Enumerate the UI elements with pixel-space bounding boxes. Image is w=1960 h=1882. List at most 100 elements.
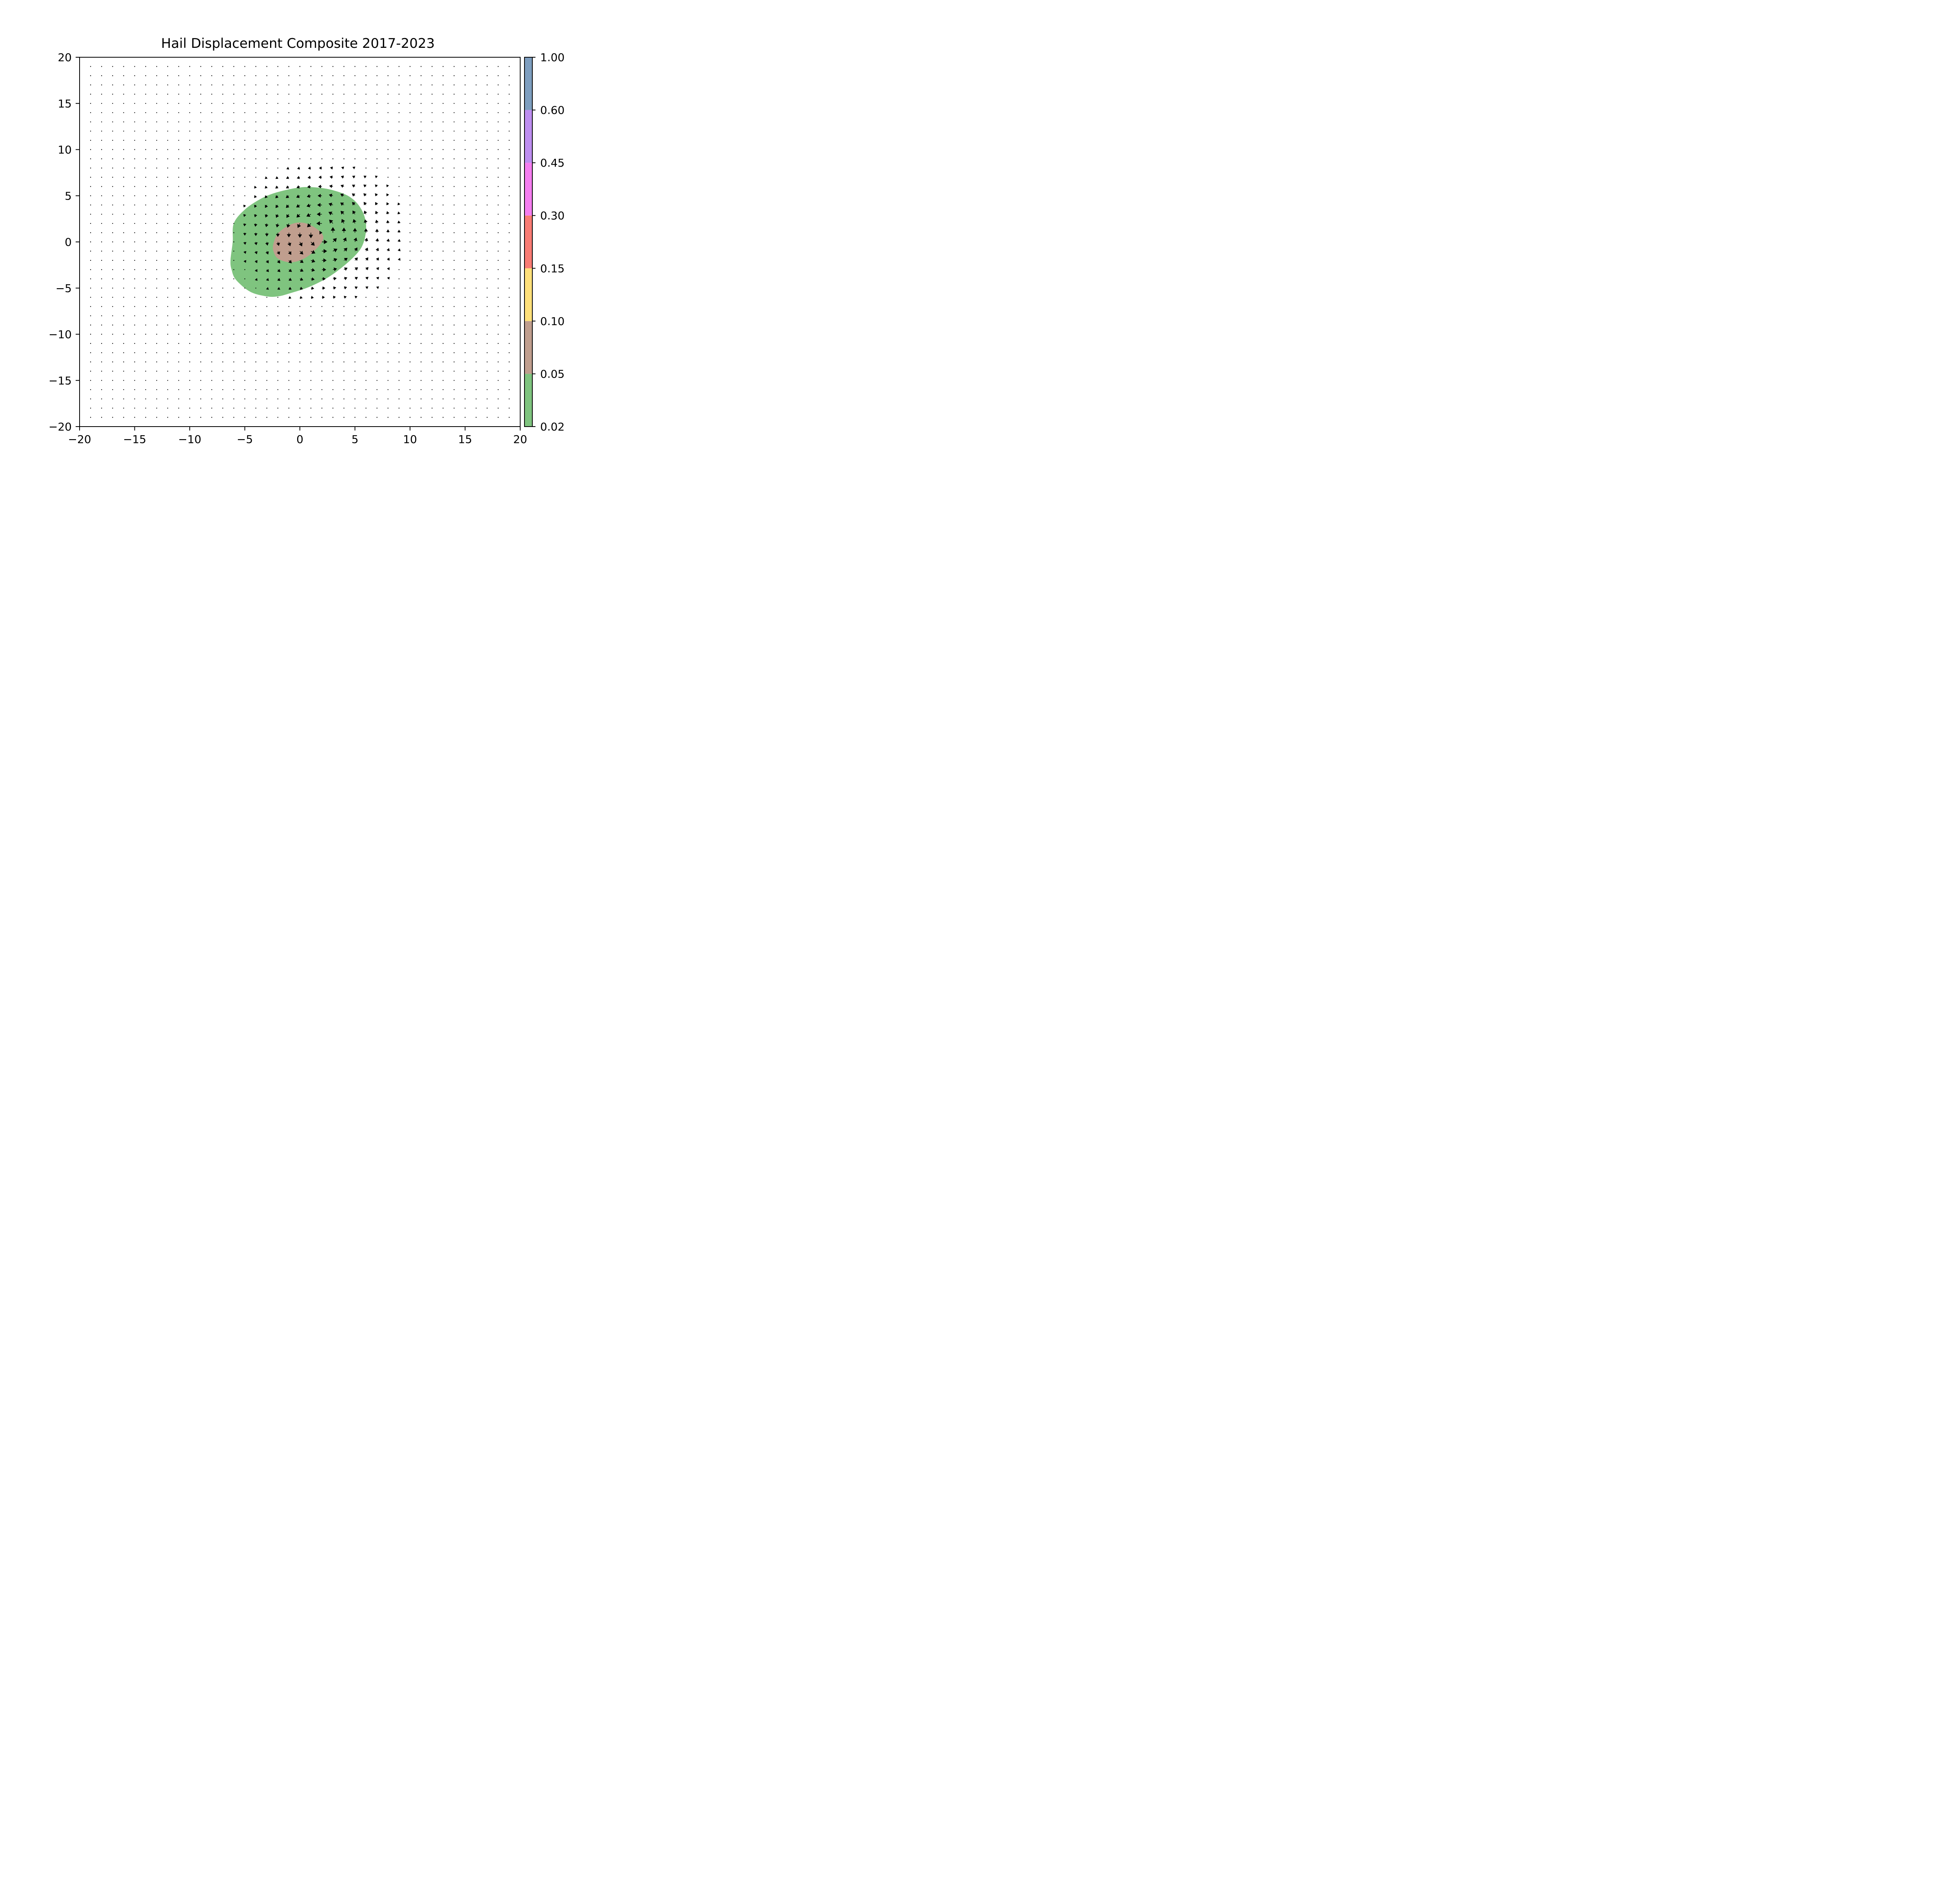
vector-dot [244,195,245,196]
vector-dot [310,103,312,104]
vector-dot [244,269,245,270]
vector-dot [486,297,488,298]
vector-dot [486,158,488,160]
vector-dot [222,103,223,104]
vector-dot [321,75,323,76]
vector-dot [486,278,488,280]
vector-dot [299,398,301,400]
vector-dot [156,407,157,409]
vector-dot [211,352,212,353]
vector-arrow [363,193,367,196]
chart-canvas: Hail Displacement Composite 2017-2023 −2… [49,36,564,446]
vector-dot [90,306,91,307]
vector-arrow [277,287,280,290]
vector-dot [244,389,245,390]
vector-dot [475,158,477,160]
vector-dot [497,278,499,280]
vector-dot [497,176,499,178]
vector-dot [255,297,256,298]
vector-dot [211,306,212,307]
vector-dot [90,158,91,160]
vector-dot [255,407,256,409]
vector-dot [475,112,477,113]
vector-dot [112,278,113,280]
colorbar-segment [524,321,532,374]
vector-dot [167,149,168,150]
vector-dot [156,269,157,270]
vector-dot [299,84,301,85]
vector-arrow [317,212,322,216]
vector-dot [178,306,180,307]
vector-dot [233,315,234,316]
vector-arrow [277,260,280,263]
vector-dot [156,352,157,353]
vector-dot [178,186,180,187]
vector-arrow [286,195,289,198]
vector-dot [508,186,510,187]
vector-dot [233,149,234,150]
vector-dot [332,103,334,104]
vector-arrow [397,258,401,261]
vector-dot [255,167,256,169]
vector-dot [145,84,146,85]
vector-dot [299,140,301,141]
vector-dot [497,66,499,67]
vector-arrow [310,268,315,272]
vector-dot [156,380,157,381]
vector-dot [310,417,312,418]
vector-dot [233,389,234,390]
vector-dot [497,103,499,104]
vector-dot [508,158,510,160]
vector-dot [145,149,146,150]
vector-dot [475,297,477,298]
vector-dot [101,398,102,400]
vector-arrow [375,238,379,242]
vector-dot [497,195,499,196]
vector-dot [101,297,102,298]
vector-dot [134,315,135,316]
vector-dot [486,380,488,381]
vector-dot [112,287,113,289]
vector-dot [222,389,223,390]
vector-dot [299,380,301,381]
vector-dot [321,103,323,104]
vector-arrow [286,223,290,228]
vector-arrow [309,233,313,238]
x-tick-label: −15 [123,433,146,446]
vector-arrow [397,211,401,214]
vector-arrow [275,185,279,189]
vector-dot [178,232,180,233]
vector-arrow [318,185,322,189]
vector-dot [233,380,234,381]
vector-dot [475,140,477,141]
vector-dot [101,158,102,160]
vector-dot [508,287,510,289]
vector-dot [233,75,234,76]
vector-dot [497,75,499,76]
vector-dot [156,260,157,261]
vector-arrow [286,176,289,179]
vector-dot [145,167,146,169]
vector-dot [156,167,157,169]
vector-arrow [243,251,247,254]
vector-dot [475,417,477,418]
vector-dot [189,149,191,150]
vector-dot [156,149,157,150]
colorbar-segment [524,268,532,321]
vector-dot [497,140,499,141]
vector-dot [178,371,180,372]
vector-dot [321,315,323,316]
vector-dot [486,407,488,409]
vector-dot [486,176,488,178]
vector-dot [178,343,180,344]
vector-dot [497,269,499,270]
vector-dot [123,112,124,113]
vector-dot [508,176,510,178]
vector-arrow [243,260,247,263]
vector-arrow [266,287,269,290]
vector-arrow [352,184,356,188]
vector-dot [233,407,234,409]
vector-dot [310,84,312,85]
vector-dot [222,306,223,307]
vector-dot [508,260,510,261]
